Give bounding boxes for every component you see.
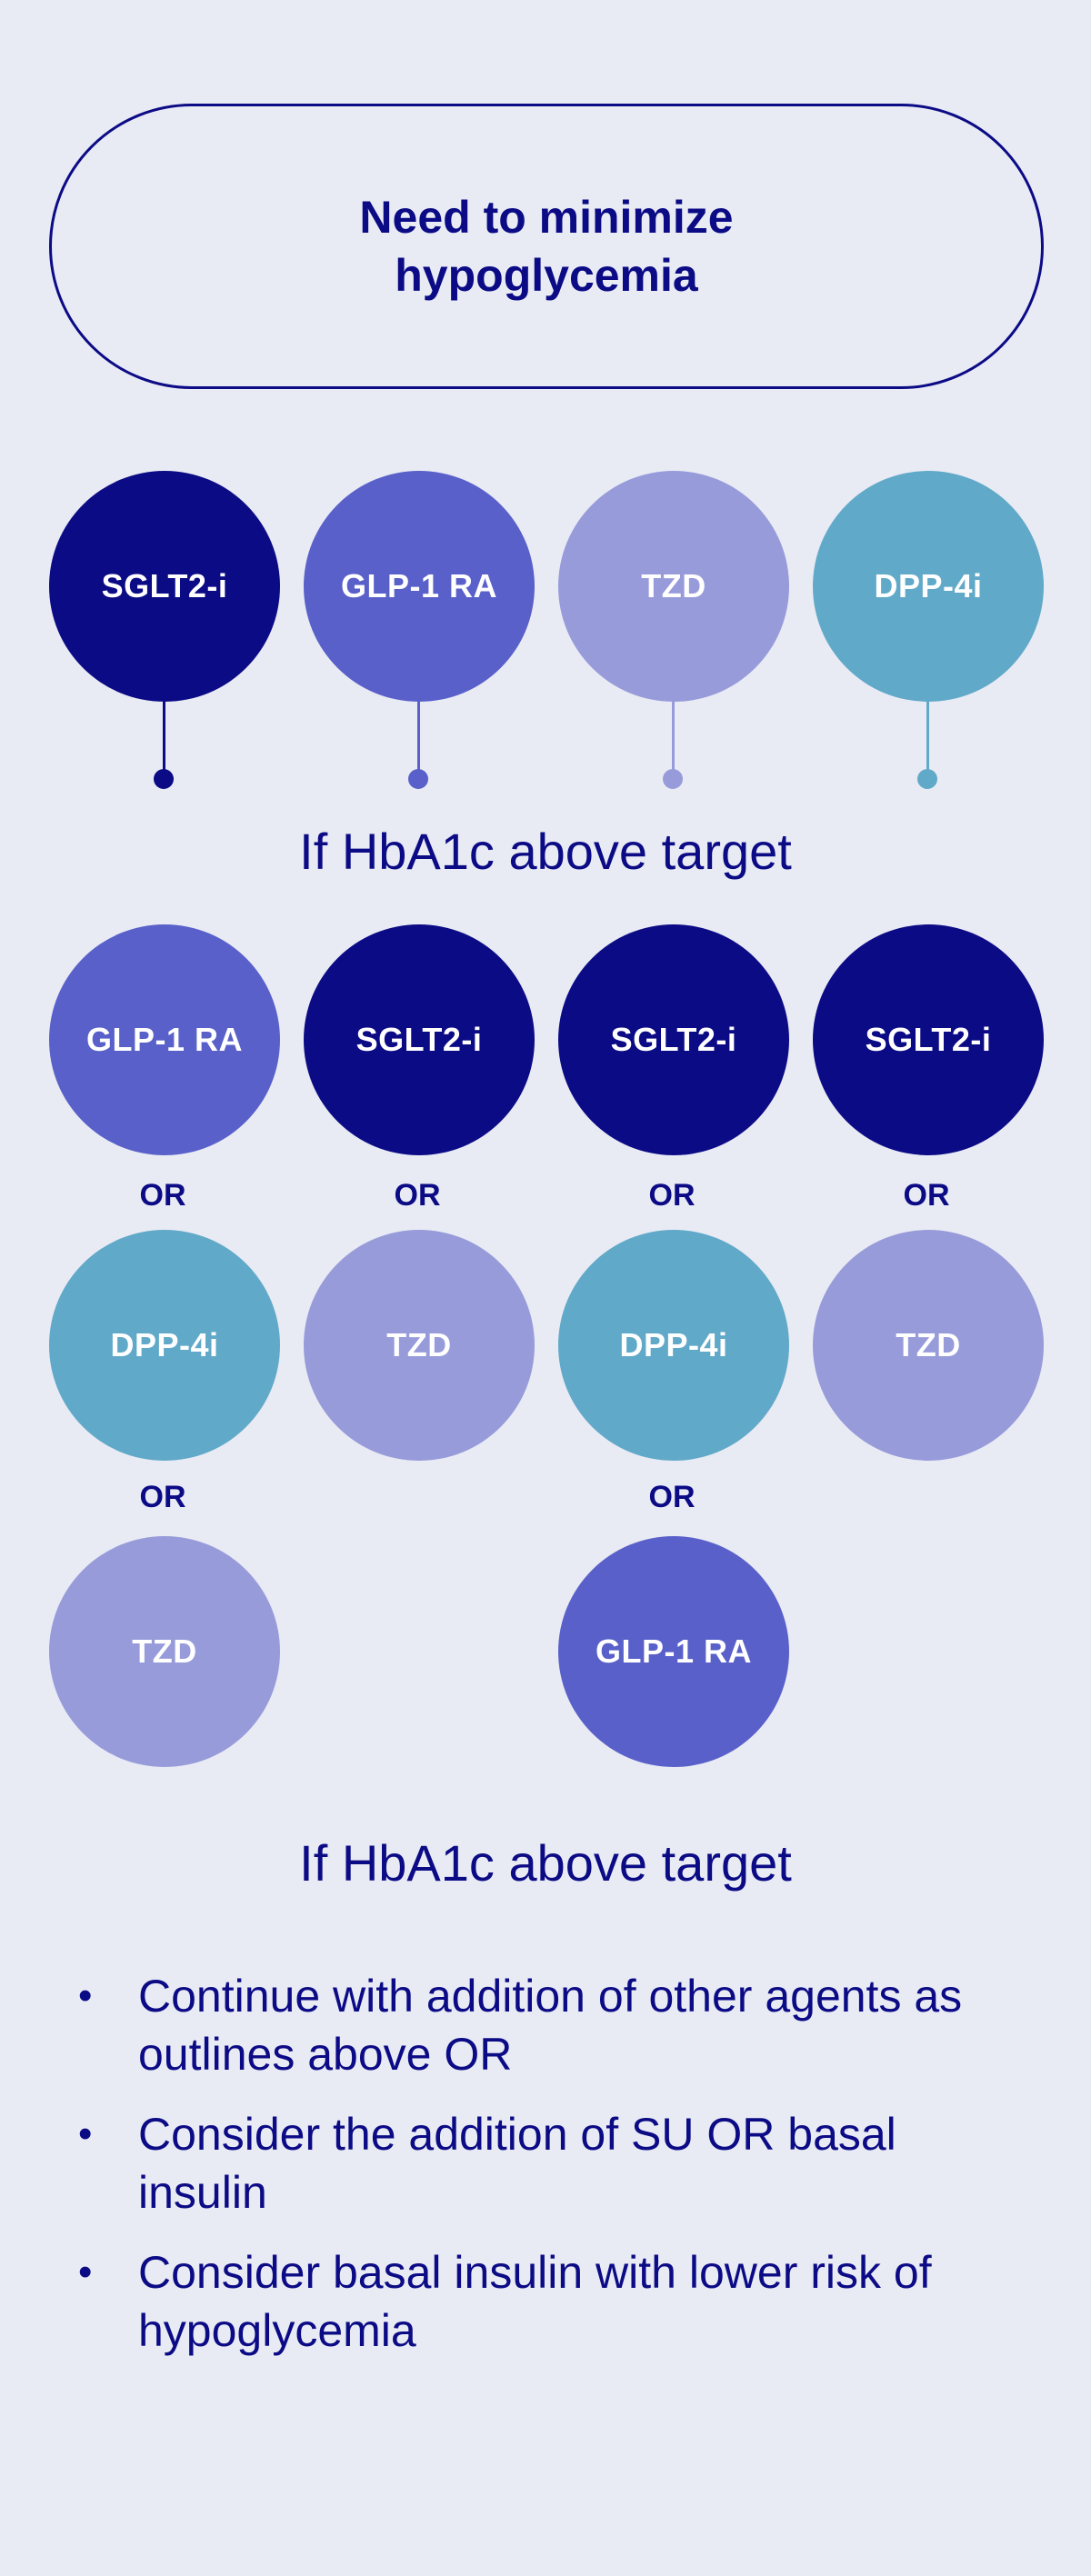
agent-circle-glp1: GLP-1 RA (304, 471, 535, 702)
box-title: Need to minimize hypoglycemia (359, 192, 734, 301)
list-item: • Consider the addition of SU OR basal in… (78, 2105, 993, 2222)
bullet-icon: • (78, 1973, 93, 2018)
option-circle-tzd: TZD (49, 1536, 280, 1767)
bullet-icon: • (78, 2112, 93, 2156)
option-circle-sglt2: SGLT2-i (813, 924, 1044, 1155)
bullet-icon: • (78, 2250, 93, 2294)
connector-line (417, 702, 420, 778)
connector-line (926, 702, 929, 778)
option-label: SGLT2-i (865, 1021, 992, 1058)
option-circle-sglt2: SGLT2-i (558, 924, 789, 1155)
agent-label: TZD (641, 567, 706, 604)
section-heading-1: If HbA1c above target (299, 823, 792, 880)
list-item-text: Consider the addition of SU OR basal ins… (138, 2109, 896, 2218)
option-label: DPP-4i (619, 1326, 728, 1363)
agent-label: GLP-1 RA (340, 567, 497, 604)
option-circle-glp1: GLP-1 RA (49, 924, 280, 1155)
option-circle-tzd: TZD (304, 1230, 535, 1461)
connector-line (672, 702, 675, 778)
option-label: TZD (386, 1326, 452, 1363)
or-label: OR (903, 1178, 950, 1213)
connector-dot (663, 769, 683, 789)
agent-circle-tzd: TZD (558, 471, 789, 702)
list-item: • Consider basal insulin with lower risk … (78, 2243, 993, 2360)
option-label: TZD (132, 1632, 197, 1670)
or-label: OR (394, 1178, 441, 1213)
option-circle-glp1: GLP-1 RA (558, 1536, 789, 1767)
option-label: SGLT2-i (355, 1021, 483, 1058)
option-label: SGLT2-i (610, 1021, 737, 1058)
option-label: TZD (896, 1326, 961, 1363)
connector-dot (408, 769, 428, 789)
connector-dot (154, 769, 174, 789)
section-heading-2: If HbA1c above target (299, 1834, 792, 1892)
or-label: OR (139, 1178, 186, 1213)
option-label: GLP-1 RA (85, 1021, 243, 1058)
list-item-text: Consider basal insulin with lower risk o… (138, 2247, 932, 2356)
connector-dot (917, 769, 937, 789)
connector-line (163, 702, 165, 778)
list-item-text: Continue with addition of other agents a… (138, 1971, 963, 2080)
or-label: OR (648, 1480, 696, 1514)
agent-label: SGLT2-i (101, 567, 228, 604)
hypoglycemia-box: Need to minimize hypoglycemia (49, 104, 1044, 389)
option-circle-tzd: TZD (813, 1230, 1044, 1461)
agent-circle-sglt2: SGLT2-i (49, 471, 280, 702)
option-circle-dpp4: DPP-4i (49, 1230, 280, 1461)
option-circle-dpp4: DPP-4i (558, 1230, 789, 1461)
or-label: OR (648, 1178, 696, 1213)
agent-label: DPP-4i (874, 567, 983, 604)
option-label: GLP-1 RA (595, 1632, 752, 1670)
option-circle-sglt2: SGLT2-i (304, 924, 535, 1155)
agent-circle-dpp4: DPP-4i (813, 471, 1044, 702)
list-item: • Continue with addition of other agents … (78, 1967, 993, 2083)
option-label: DPP-4i (110, 1326, 219, 1363)
or-label: OR (139, 1480, 186, 1514)
recommendation-list: • Continue with addition of other agents … (78, 1967, 1042, 2381)
